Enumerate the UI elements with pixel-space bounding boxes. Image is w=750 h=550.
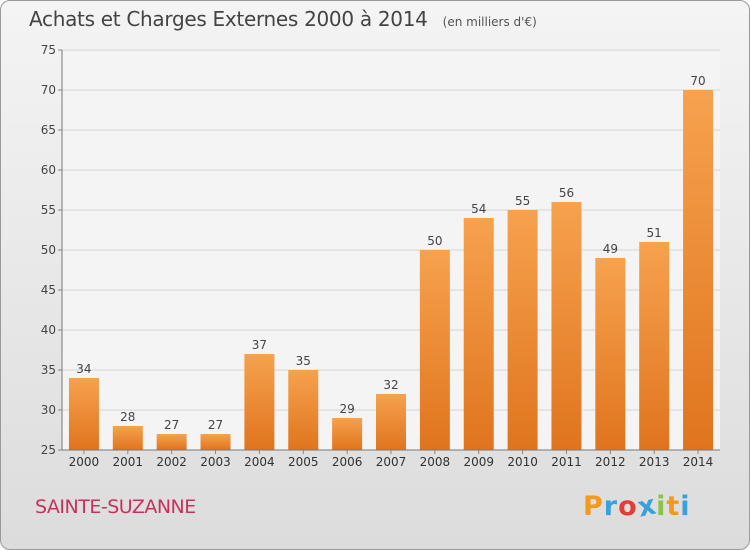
x-tick-label: 2012 [595,455,626,469]
bar-2006 [332,418,363,450]
logo-letter: r [603,491,619,522]
bar-2013 [639,242,670,450]
bar-2003 [200,434,231,450]
logo-letter: t [666,491,681,522]
bar-value-label: 27 [164,418,179,432]
y-tick-label: 40 [41,323,56,337]
x-tick-label: 2001 [113,455,144,469]
logo-letter: P [583,491,604,522]
y-tick-label: 70 [41,83,56,97]
x-tick-label: 2009 [463,455,494,469]
y-tick-label: 55 [41,203,56,217]
x-tick-label: 2006 [332,455,363,469]
data-labels: 34 28 27 27 37 35 29 32 50 54 55 56 49 51 70 [76,74,705,432]
bar-value-label: 51 [647,226,662,240]
x-tick-label: 2008 [420,455,451,469]
x-tick-label: 2010 [507,455,538,469]
bar-2000 [68,378,99,450]
y-tick-label: 30 [41,403,56,417]
logo-letter: i [680,491,691,522]
bar-2014 [683,90,714,450]
bar-2005 [288,370,319,450]
bar-2008 [419,250,450,450]
bar-value-label: 49 [603,242,618,256]
bar-2007 [376,394,406,450]
x-tick-label: 2002 [156,455,187,469]
bar-value-label: 70 [690,74,705,88]
bar-value-label: 29 [339,402,354,416]
bar-value-label: 28 [120,410,135,424]
y-tick-label: 75 [41,43,56,57]
bar-2012 [595,258,626,450]
x-tick-label: 2007 [376,455,407,469]
chart-title: Achats et Charges Externes 2000 à 2014 [29,7,428,31]
bar-value-label: 56 [559,186,574,200]
logo-letter: i [656,491,667,522]
x-tick-label: 2014 [683,455,714,469]
bar-value-label: 27 [208,418,223,432]
bar-2011 [551,202,582,450]
y-tick-label: 45 [41,283,56,297]
y-tick-label: 60 [41,163,56,177]
y-tick-label: 25 [41,443,56,457]
proxiti-logo: Proxiti [583,489,691,523]
chart-unit: (en milliers d'€) [442,15,537,29]
x-tick-label: 2011 [551,455,582,469]
bar-value-label: 32 [383,378,398,392]
x-tick-label: 2003 [200,455,231,469]
bars [68,90,714,450]
bar-2001 [112,426,143,450]
title-row: Achats et Charges Externes 2000 à 2014 (… [29,7,537,31]
x-tick-label: 2013 [639,455,670,469]
x-tick-label: 2000 [69,455,100,469]
bar-value-label: 50 [427,234,442,248]
bar-2002 [156,434,187,450]
bar-2004 [244,354,275,450]
bar-value-label: 54 [471,202,486,216]
bar-2010 [507,210,538,450]
x-tick-label: 2005 [288,455,319,469]
bar-value-label: 55 [515,194,530,208]
y-tick-label: 65 [41,123,56,137]
logo-letter: o [618,491,638,522]
bar-2009 [463,218,494,450]
bar-value-label: 35 [296,354,311,368]
axes: 25 30 35 40 45 50 55 60 65 70 75 2000 2001 2002 2003 20… [41,43,720,469]
bar-value-label: 37 [252,338,267,352]
bar-value-label: 34 [76,362,91,376]
town-name: SAINTE-SUZANNE [35,496,196,518]
y-tick-label: 35 [41,363,56,377]
y-tick-label: 50 [41,243,56,257]
x-tick-label: 2004 [244,455,275,469]
